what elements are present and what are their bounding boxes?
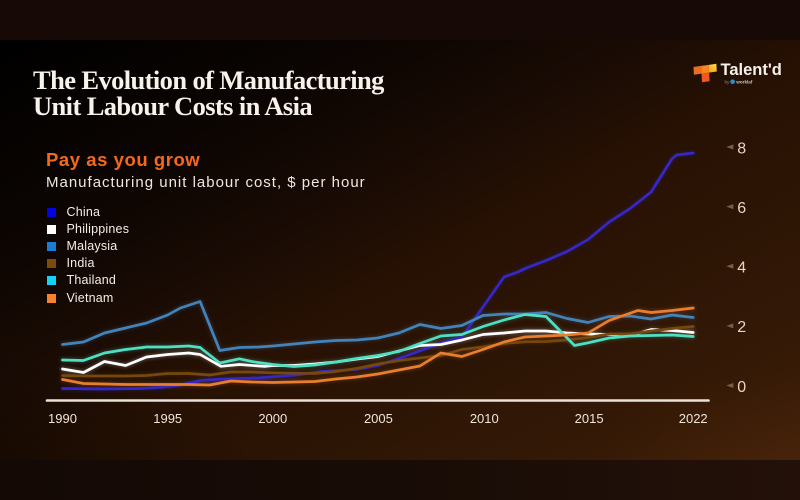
svg-text:2010: 2010 [470, 411, 499, 426]
svg-text:2000: 2000 [258, 411, 287, 426]
svg-text:0: 0 [737, 379, 746, 396]
svg-text:4: 4 [737, 260, 746, 277]
svg-text:2015: 2015 [575, 411, 604, 426]
svg-text:1990: 1990 [48, 411, 77, 426]
svg-text:2022: 2022 [679, 411, 708, 426]
svg-text:8: 8 [737, 140, 746, 157]
svg-text:by: by [725, 79, 731, 84]
svg-text:2: 2 [737, 319, 746, 336]
svg-text:1995: 1995 [153, 411, 182, 426]
svg-text:2005: 2005 [364, 411, 393, 426]
svg-text:Talent'd: Talent'd [721, 61, 782, 79]
svg-text:worklaf: worklaf [735, 79, 753, 84]
svg-text:6: 6 [737, 200, 746, 217]
